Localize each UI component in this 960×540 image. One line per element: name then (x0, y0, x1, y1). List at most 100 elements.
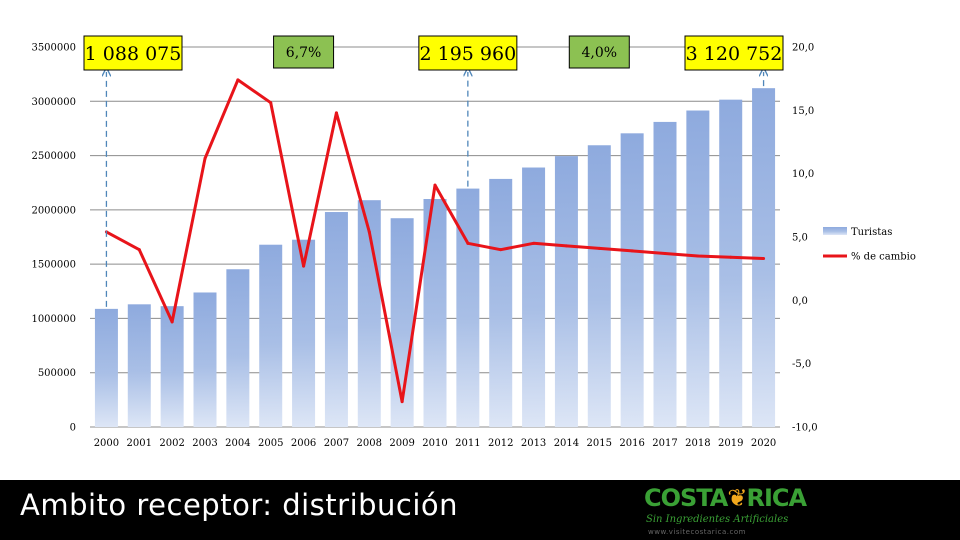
value-callout-label: 1 088 075 (85, 43, 182, 65)
callouts: 1 088 075 6,7% 2 195 960 4,0% 3 120 752 (83, 35, 784, 71)
legend-label-change: % de cambio (851, 252, 916, 263)
line-point-2020 (762, 257, 766, 261)
line-point-2016 (630, 249, 634, 253)
footer-bar: Ambito receptor: distribución COSTA❦RICA… (0, 480, 960, 540)
line-point-2017 (663, 251, 667, 255)
x-tick-label: 2012 (488, 438, 513, 449)
line-point-2005 (269, 101, 273, 105)
right-axis-ticks: -10,0 -5,0 0,0 5,0 10,0 15,0 20,0 (792, 43, 818, 434)
x-tick-label: 2020 (751, 438, 776, 449)
slide-title: Ambito receptor: distribución (20, 488, 459, 522)
value-callout-box (418, 35, 518, 71)
bar-2000 (94, 308, 118, 427)
tourism-chart: 0 500000 1000000 1500000 2000000 2500000 30000… (31, 35, 916, 449)
line-point-2010 (433, 183, 437, 187)
right-tick-label: 20,0 (792, 43, 814, 54)
logo-name-left: COSTA (644, 484, 728, 512)
bar-2002 (160, 306, 184, 427)
line-series (104, 78, 766, 404)
right-tick-label: -5,0 (792, 359, 811, 370)
costa-rica-logo: COSTA❦RICA Sin Ingredientes Artificiales… (640, 484, 807, 538)
line-point-2001 (137, 248, 141, 252)
line-point-2019 (729, 255, 733, 259)
bar-2012 (489, 178, 513, 427)
x-tick-label: 2006 (291, 438, 316, 449)
bar-2006 (292, 239, 316, 427)
bar-2013 (522, 167, 546, 427)
bar-2003 (193, 292, 217, 427)
x-tick-label: 2011 (455, 438, 480, 449)
legend-label-turistas: Turistas (851, 227, 892, 238)
bar-2014 (554, 156, 578, 427)
left-tick-label: 3000000 (31, 97, 76, 108)
value-callout-label: 3 120 752 (686, 43, 783, 65)
x-tick-label: 2013 (521, 438, 546, 449)
left-axis-ticks: 0 500000 1000000 1500000 2000000 2500000 30000… (31, 43, 76, 434)
logo-wordmark: COSTA❦RICA (644, 484, 808, 512)
line-point-2013 (532, 241, 536, 245)
left-tick-label: 3500000 (31, 43, 76, 54)
line-point-2007 (334, 111, 338, 115)
bar-2010 (423, 199, 447, 427)
growth-callout-box (273, 35, 335, 69)
x-tick-label: 2010 (422, 438, 447, 449)
bar-series (94, 88, 776, 428)
logo-url: www.visitecostarica.com (648, 528, 746, 536)
line-point-2006 (302, 264, 306, 268)
x-tick-label: 2017 (652, 438, 677, 449)
bar-2007 (324, 212, 348, 427)
bar-2004 (226, 269, 250, 427)
x-tick-label: 2004 (225, 438, 250, 449)
line-point-2015 (597, 246, 601, 250)
x-tick-label: 2019 (718, 438, 743, 449)
right-tick-label: 5,0 (792, 233, 808, 244)
x-tick-label: 2000 (94, 438, 119, 449)
x-tick-label: 2003 (192, 438, 217, 449)
x-tick-label: 2007 (324, 438, 349, 449)
bar-2018 (686, 110, 710, 427)
line-point-2002 (170, 320, 174, 324)
value-callout-box (83, 35, 183, 71)
left-tick-label: 2000000 (31, 205, 76, 216)
x-tick-label: 2001 (127, 438, 152, 449)
logo-tagline: Sin Ingredientes Artificiales (646, 514, 789, 525)
x-tick-label: 2014 (554, 438, 579, 449)
x-axis-ticks: 2000 2001 2002 2003 2004 2005 2006 2007 2008 2009… (94, 438, 777, 449)
line-point-2011 (466, 241, 470, 245)
x-tick-label: 2008 (357, 438, 382, 449)
right-tick-label: 15,0 (792, 106, 814, 117)
line-point-2018 (696, 254, 700, 258)
bar-2016 (620, 133, 644, 428)
legend: Turistas % de cambio (823, 227, 916, 263)
line-point-2003 (203, 156, 207, 160)
x-tick-label: 2018 (685, 438, 710, 449)
line-point-2004 (236, 78, 240, 82)
x-tick-label: 2009 (389, 438, 414, 449)
right-tick-label: 0,0 (792, 296, 808, 307)
legend-bar-swatch (823, 227, 847, 235)
growth-callout-box (568, 35, 630, 69)
bar-2011 (456, 188, 480, 427)
left-tick-label: 0 (70, 423, 76, 434)
x-tick-label: 2005 (258, 438, 283, 449)
value-callout-label: 2 195 960 (420, 43, 517, 65)
logo-name-right: RICA (746, 484, 808, 512)
bar-2005 (259, 244, 283, 427)
left-tick-label: 500000 (38, 368, 76, 379)
logo-leaf-icon: ❦ (727, 484, 747, 512)
bar-2019 (719, 99, 743, 428)
line-point-2008 (367, 230, 371, 234)
x-tick-label: 2015 (587, 438, 612, 449)
right-tick-label: 10,0 (792, 169, 814, 180)
x-tick-label: 2016 (619, 438, 644, 449)
callout-arrows (106, 72, 763, 307)
bar-2015 (587, 145, 611, 427)
line-point-2012 (499, 248, 503, 252)
line-point-2009 (400, 400, 404, 404)
bar-2001 (127, 304, 151, 427)
growth-callout-label: 6,7% (286, 45, 322, 61)
growth-callout-label: 4,0% (581, 45, 617, 61)
bar-2017 (653, 121, 677, 428)
value-callout-box (684, 35, 784, 71)
line-point-2014 (564, 244, 568, 248)
